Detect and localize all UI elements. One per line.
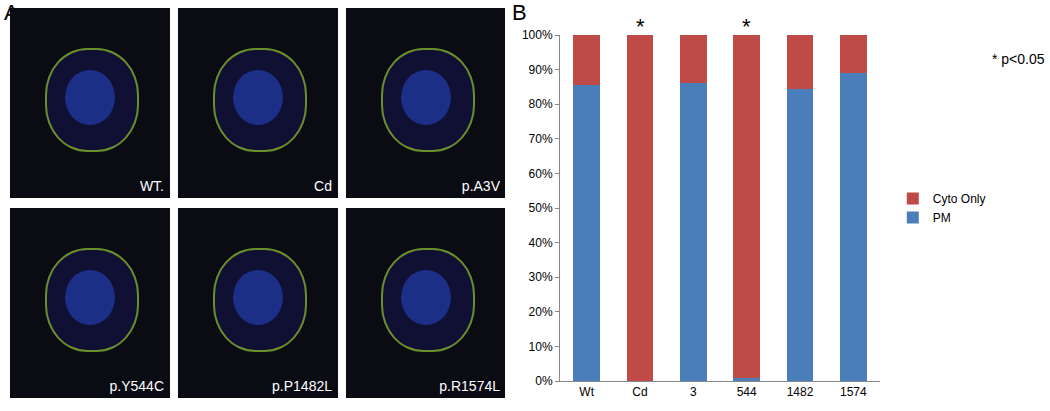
svg-text:20%: 20%	[529, 305, 553, 319]
svg-text:60%: 60%	[529, 167, 553, 181]
svg-text:3: 3	[690, 385, 697, 399]
html-text:B: B	[512, 0, 527, 25]
svg-text:70%: 70%	[529, 132, 553, 146]
svg-text:Wt: Wt	[579, 385, 594, 399]
svg-text:100%: 100%	[522, 28, 553, 42]
svg-text:30%: 30%	[529, 270, 553, 284]
svg-text:50%: 50%	[529, 201, 553, 215]
svg-text:PM: PM	[933, 211, 951, 225]
html-text:Cd: Cd	[314, 178, 332, 194]
html-text:WT.: WT.	[139, 178, 164, 194]
svg-text:90%: 90%	[529, 63, 553, 77]
svg-text:10%: 10%	[529, 340, 553, 354]
svg-text:Cyto Only: Cyto Only	[933, 192, 986, 206]
svg-text:1574: 1574	[840, 385, 867, 399]
svg-text:* p<0.05: * p<0.05	[992, 51, 1045, 67]
html-text:p.P1482L: p.P1482L	[272, 378, 332, 394]
svg-text:1482: 1482	[787, 385, 814, 399]
html-text:p.Y544C: p.Y544C	[109, 378, 164, 394]
svg-text:544: 544	[737, 385, 757, 399]
svg-text:*: *	[742, 14, 751, 39]
svg-text:0%: 0%	[535, 374, 553, 388]
svg-text:Cd: Cd	[632, 385, 647, 399]
svg-text:40%: 40%	[529, 236, 553, 250]
html-text:p.R1574L: p.R1574L	[439, 378, 500, 394]
html-text:p.A3V: p.A3V	[461, 178, 500, 194]
html-text:A: A	[4, 0, 19, 25]
svg-text:80%: 80%	[529, 97, 553, 111]
svg-text:*: *	[636, 14, 645, 39]
